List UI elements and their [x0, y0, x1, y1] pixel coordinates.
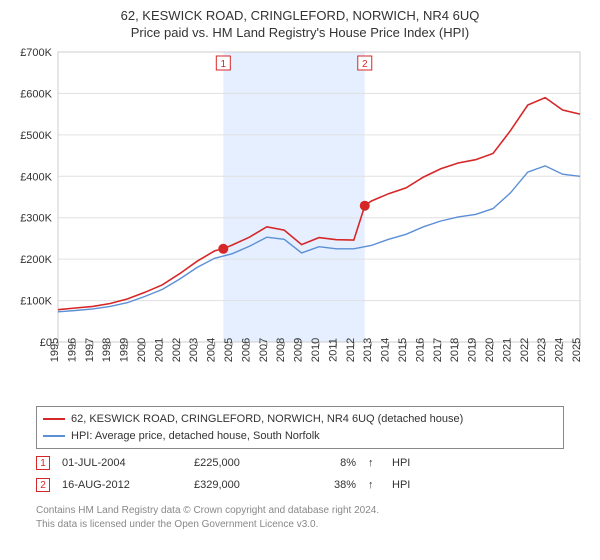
svg-text:2023: 2023 — [536, 338, 548, 362]
svg-text:1995: 1995 — [49, 338, 61, 362]
svg-text:1996: 1996 — [66, 338, 78, 362]
legend-label: HPI: Average price, detached house, Sout… — [71, 428, 320, 445]
legend-label: 62, KESWICK ROAD, CRINGLEFORD, NORWICH, … — [71, 411, 463, 428]
svg-text:2005: 2005 — [223, 338, 235, 362]
svg-text:£700K: £700K — [20, 47, 52, 59]
svg-text:2024: 2024 — [554, 338, 566, 362]
transaction-price: £329,000 — [194, 479, 294, 491]
svg-text:2022: 2022 — [519, 338, 531, 362]
transaction-row: 2 16-AUG-2012 £329,000 38% ↑ HPI — [36, 474, 564, 496]
footer-line-2: This data is licensed under the Open Gov… — [36, 518, 564, 532]
svg-text:2018: 2018 — [449, 338, 461, 362]
transaction-row: 1 01-JUL-2004 £225,000 8% ↑ HPI — [36, 452, 564, 474]
svg-text:2007: 2007 — [258, 338, 270, 362]
up-arrow-icon: ↑ — [368, 479, 380, 491]
svg-text:2001: 2001 — [153, 338, 165, 362]
legend-item: 62, KESWICK ROAD, CRINGLEFORD, NORWICH, … — [43, 411, 557, 428]
line-chart-svg: £0£100K£200K£300K£400K£500K£600K£700K199… — [10, 46, 590, 396]
svg-text:2013: 2013 — [362, 338, 374, 362]
svg-text:1999: 1999 — [119, 338, 131, 362]
svg-text:£300K: £300K — [20, 213, 52, 225]
svg-text:1997: 1997 — [84, 338, 96, 362]
transaction-pct: 38% — [306, 479, 356, 491]
svg-text:2012: 2012 — [345, 338, 357, 362]
svg-text:2014: 2014 — [380, 338, 392, 362]
transaction-hpi-label: HPI — [392, 479, 422, 491]
svg-text:2006: 2006 — [240, 338, 252, 362]
svg-text:2011: 2011 — [327, 338, 339, 362]
svg-text:2025: 2025 — [571, 338, 583, 362]
svg-text:£100K: £100K — [20, 296, 52, 308]
svg-text:2009: 2009 — [293, 338, 305, 362]
transaction-date: 01-JUL-2004 — [62, 457, 182, 469]
legend: 62, KESWICK ROAD, CRINGLEFORD, NORWICH, … — [36, 406, 564, 449]
svg-text:2: 2 — [362, 59, 368, 70]
svg-text:1998: 1998 — [101, 338, 113, 362]
legend-swatch — [43, 435, 65, 437]
svg-text:2010: 2010 — [310, 338, 322, 362]
svg-text:£600K: £600K — [20, 88, 52, 100]
svg-text:2020: 2020 — [484, 338, 496, 362]
transaction-hpi-label: HPI — [392, 457, 422, 469]
svg-text:2004: 2004 — [206, 338, 218, 362]
svg-text:2015: 2015 — [397, 338, 409, 362]
footer-attribution: Contains HM Land Registry data © Crown c… — [36, 504, 564, 531]
svg-text:2016: 2016 — [414, 338, 426, 362]
legend-swatch — [43, 418, 65, 420]
svg-text:2003: 2003 — [188, 338, 200, 362]
chart-subtitle: Price paid vs. HM Land Registry's House … — [0, 23, 600, 46]
svg-text:1: 1 — [221, 59, 227, 70]
chart-area: £0£100K£200K£300K£400K£500K£600K£700K199… — [10, 46, 590, 396]
transaction-marker: 2 — [36, 478, 50, 492]
svg-text:£200K: £200K — [20, 254, 52, 266]
svg-text:2008: 2008 — [275, 338, 287, 362]
transaction-price: £225,000 — [194, 457, 294, 469]
svg-text:2019: 2019 — [467, 338, 479, 362]
transactions-table: 1 01-JUL-2004 £225,000 8% ↑ HPI 2 16-AUG-2012 £3… — [36, 452, 564, 496]
svg-text:2002: 2002 — [171, 338, 183, 362]
svg-text:£500K: £500K — [20, 130, 52, 142]
chart-title: 62, KESWICK ROAD, CRINGLEFORD, NORWICH, … — [0, 0, 600, 23]
svg-text:£400K: £400K — [20, 171, 52, 183]
svg-text:2000: 2000 — [136, 338, 148, 362]
transaction-marker: 1 — [36, 456, 50, 470]
legend-item: HPI: Average price, detached house, Sout… — [43, 428, 557, 445]
transaction-date: 16-AUG-2012 — [62, 479, 182, 491]
up-arrow-icon: ↑ — [368, 457, 380, 469]
svg-text:2021: 2021 — [501, 338, 513, 362]
footer-line-1: Contains HM Land Registry data © Crown c… — [36, 504, 564, 518]
svg-text:2017: 2017 — [432, 338, 444, 362]
transaction-pct: 8% — [306, 457, 356, 469]
